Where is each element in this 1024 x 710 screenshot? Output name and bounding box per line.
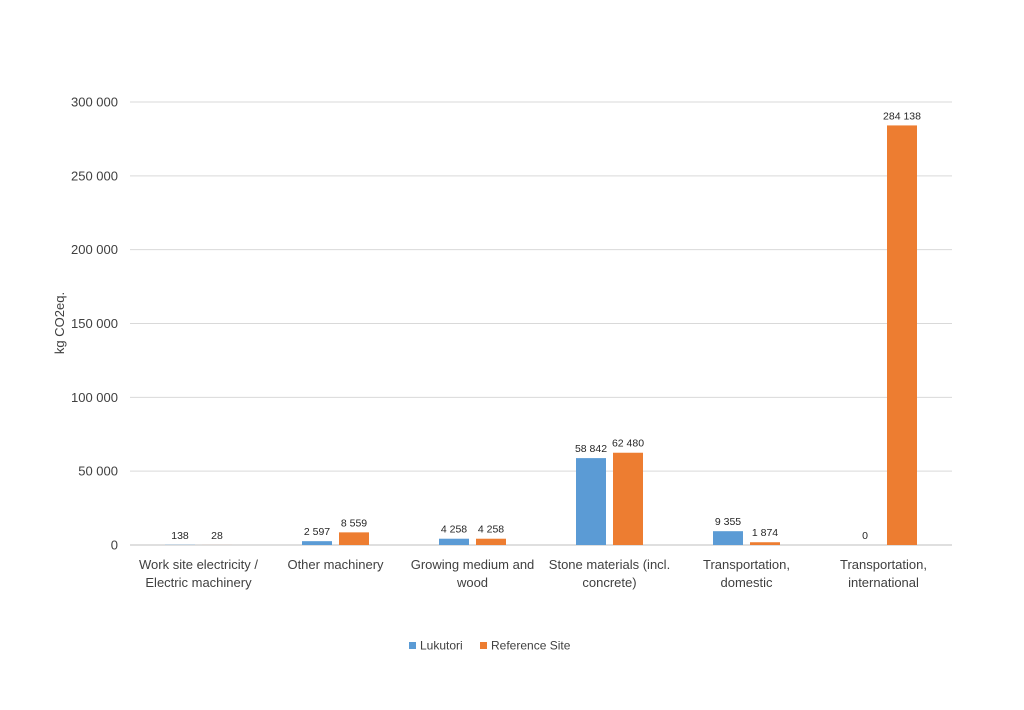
bar-reference-site (476, 539, 506, 545)
x-category-label: Stone materials (incl. (549, 557, 670, 572)
legend-swatch (409, 642, 416, 649)
y-tick-label: 100 000 (71, 390, 118, 405)
bar-reference-site (339, 532, 369, 545)
y-axis-title: kg CO2eq. (52, 292, 67, 354)
data-label: 9 355 (715, 516, 741, 528)
data-label: 8 559 (341, 517, 367, 529)
x-axis-categories: Work site electricity / Electric machiner… (139, 557, 927, 590)
data-label: 28 (211, 530, 223, 542)
legend: Lukutori Reference Site (409, 639, 571, 653)
data-label: 1 874 (752, 527, 778, 539)
y-tick-label: 50 000 (78, 464, 118, 479)
bar-lukutori (576, 458, 606, 545)
y-tick-label: 0 (111, 538, 118, 553)
data-labels: 138 28 2 597 8 559 4 258 4 258 58 842 62 480 9 3… (171, 110, 921, 542)
legend-label: Reference Site (491, 639, 571, 653)
data-label: 58 842 (575, 443, 607, 455)
legend-swatch (480, 642, 487, 649)
x-category-label: wood (456, 575, 488, 590)
y-tick-label: 300 000 (71, 95, 118, 110)
x-category-label: Other machinery (287, 557, 384, 572)
data-label: 62 480 (612, 438, 644, 450)
bar-reference-site (750, 542, 780, 545)
x-category-label: Transportation, (840, 557, 927, 572)
data-label: 4 258 (441, 524, 467, 536)
x-category-label: concrete) (582, 575, 636, 590)
legend-label: Lukutori (420, 639, 463, 653)
y-tick-label: 150 000 (71, 316, 118, 331)
data-label: 0 (862, 530, 868, 542)
gridlines (130, 102, 952, 545)
data-label: 284 138 (883, 110, 921, 122)
x-category-label: Growing medium and (411, 557, 535, 572)
bars (165, 125, 917, 545)
x-category-label: international (848, 575, 919, 590)
bar-reference-site (613, 453, 643, 545)
x-category-label: domestic (720, 575, 773, 590)
x-category-label: Work site electricity / (139, 557, 258, 572)
bar-reference-site (887, 125, 917, 545)
x-category-label: Electric machinery (145, 575, 252, 590)
bar-lukutori (713, 531, 743, 545)
y-tick-label: 200 000 (71, 242, 118, 257)
data-label: 138 (171, 530, 189, 542)
bar-lukutori (302, 541, 332, 545)
x-category-label: Transportation, (703, 557, 790, 572)
y-tick-label: 250 000 (71, 168, 118, 183)
bar-lukutori (439, 539, 469, 545)
data-label: 2 597 (304, 526, 330, 538)
y-axis-ticks: 0 50 000 100 000 150 000 200 000 250 000 300 0… (71, 95, 118, 553)
data-label: 4 258 (478, 524, 504, 536)
